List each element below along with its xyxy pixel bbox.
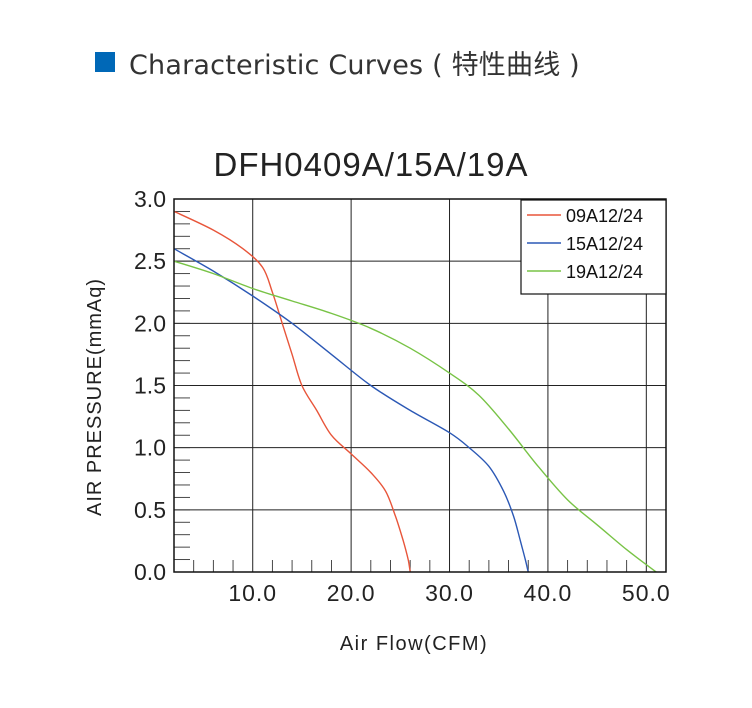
chart-title: DFH0409A/15A/19A	[213, 146, 528, 183]
x-tick-label: 50.0	[622, 580, 671, 606]
x-tick-label: 30.0	[425, 580, 474, 606]
legend-label-0: 09A12/24	[566, 206, 643, 226]
minor-tick-marks	[174, 210, 628, 572]
y-tick-label: 2.5	[134, 248, 166, 274]
section-title: Characteristic Curves ( 特性曲线 )	[129, 49, 580, 81]
x-tick-label: 10.0	[228, 580, 277, 606]
legend-label-2: 19A12/24	[566, 262, 643, 282]
legend-label-1: 15A12/24	[566, 234, 643, 254]
y-tick-label: 1.5	[134, 373, 166, 399]
section-header: Characteristic Curves ( 特性曲线 )	[95, 44, 580, 81]
y-tick-label: 0.0	[134, 559, 166, 585]
x-axis-tick-labels: 10.0 20.0 30.0 40.0 50.0	[228, 580, 671, 606]
plot-area-frame	[173, 198, 667, 573]
bullet-square-icon	[95, 52, 115, 72]
x-tick-label: 20.0	[327, 580, 376, 606]
series-line-2	[173, 260, 657, 573]
series-line-0	[173, 210, 411, 573]
y-axis-tick-labels: 0.0 0.5 1.0 1.5 2.0 2.5 3.0	[134, 186, 166, 585]
chart-legend: 09A12/24 15A12/24 19A12/24	[520, 199, 667, 295]
y-tick-label: 1.0	[134, 435, 166, 461]
y-tick-label: 0.5	[134, 497, 166, 523]
chart-series	[173, 210, 657, 573]
series-line-1	[173, 248, 529, 573]
x-tick-label: 40.0	[524, 580, 573, 606]
y-tick-label: 2.0	[134, 310, 166, 336]
x-axis-label: Air Flow(CFM)	[340, 633, 488, 655]
y-axis-label: AIR PRESSURE(mmAq)	[84, 278, 106, 516]
y-tick-label: 3.0	[134, 186, 166, 212]
